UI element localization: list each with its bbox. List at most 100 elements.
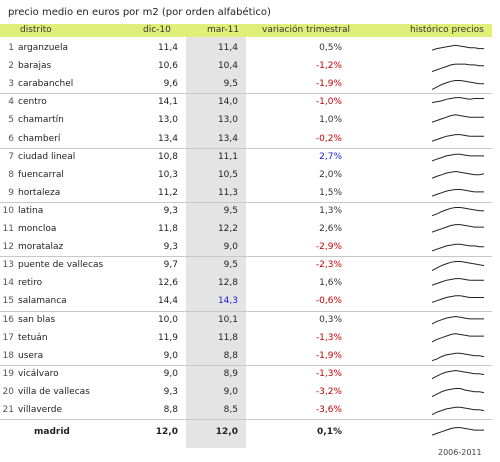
district-name: vicálvaro <box>18 368 59 379</box>
table-row: 8 fuencarral 10,3 10,5 2,0% <box>0 167 492 185</box>
row-number: 11 <box>2 224 14 234</box>
quarterly-change: -1,3% <box>315 368 342 379</box>
price-dic-10: 14,1 <box>157 97 178 108</box>
sparkline <box>432 170 484 179</box>
quarterly-change: -1,2% <box>315 61 342 72</box>
price-dic-10: 11,4 <box>157 43 178 53</box>
table-title: precio medio en euros por m2 (por orden … <box>8 7 271 18</box>
district-name: barajas <box>18 61 52 72</box>
district-name: retiro <box>18 278 43 289</box>
table-row: 10 latina 9,3 9,5 1,3% <box>0 203 492 221</box>
sparkline <box>432 278 484 286</box>
table-row: 7 ciudad lineal 10,8 11,1 2,7% <box>0 149 492 167</box>
quarterly-change: 2,0% <box>319 169 342 180</box>
table-row: 15 salamanca 14,4 14,3 -0,6% <box>0 293 492 311</box>
sparkline-path <box>432 243 484 252</box>
price-mar-11: 10,1 <box>217 314 238 325</box>
total-var: 0,1% <box>317 427 342 437</box>
quarterly-change: 0,3% <box>319 314 342 325</box>
district-name: centro <box>18 97 47 108</box>
sparkline <box>432 369 484 379</box>
sparkline <box>432 188 484 197</box>
quarterly-change: 1,5% <box>319 187 342 198</box>
sparkline <box>432 63 484 73</box>
row-number: 14 <box>2 278 14 289</box>
quarterly-change: 0,5% <box>319 43 342 53</box>
sparkline-path <box>432 278 484 286</box>
district-name: latina <box>18 205 44 216</box>
price-mar-11: 12,8 <box>217 278 238 289</box>
district-name: chamberí <box>18 133 61 144</box>
district-name: moratalaz <box>18 242 64 253</box>
sparkline <box>432 206 484 217</box>
district-name: ciudad lineal <box>18 151 76 162</box>
row-number: 5 <box>8 115 14 126</box>
row-separator <box>0 201 492 203</box>
sparkline-path <box>432 427 484 436</box>
price-mar-11: 8,9 <box>223 368 238 379</box>
district-name: usera <box>18 350 44 361</box>
sparkline-path <box>432 406 484 416</box>
sparkline <box>432 97 484 104</box>
row-number: 2 <box>8 61 14 72</box>
row-number: 4 <box>8 97 14 108</box>
price-mar-11: 14,3 <box>217 296 238 307</box>
header-distrito: distrito <box>20 25 52 35</box>
table-header: distrito dic-10 mar-11 variación trimest… <box>0 24 492 37</box>
period-label: 2006-2011 <box>438 448 482 457</box>
district-name: salamanca <box>18 296 67 307</box>
price-mar-11: 9,5 <box>223 205 238 216</box>
row-number: 20 <box>2 386 14 397</box>
row-number: 8 <box>8 169 14 180</box>
sparkline <box>432 295 484 304</box>
quarterly-change: 2,6% <box>319 224 342 234</box>
quarterly-change: -1,9% <box>315 350 342 361</box>
price-dic-10: 11,9 <box>157 332 178 343</box>
sparkline-path <box>432 224 484 233</box>
row-number: 3 <box>8 79 14 90</box>
row-number: 21 <box>2 405 14 415</box>
highlight-column-footer <box>186 430 246 448</box>
quarterly-change: -2,9% <box>315 242 342 253</box>
row-number: 12 <box>2 242 14 253</box>
price-dic-10: 13,4 <box>157 133 178 144</box>
price-dic-10: 9,0 <box>163 368 178 379</box>
table-row: 13 puente de vallecas 9,7 9,5 -2,3% <box>0 257 492 275</box>
sparkline <box>432 332 484 342</box>
price-dic-10: 8,8 <box>163 405 178 415</box>
price-mar-11: 10,4 <box>217 61 238 72</box>
table-row: 9 hortaleza 11,2 11,3 1,5% <box>0 185 492 203</box>
table-row: 21 villaverde 8,8 8,5 -3,6% <box>0 402 492 420</box>
header-mar: mar-11 <box>207 25 240 35</box>
sparkline <box>432 80 484 91</box>
price-dic-10: 10,0 <box>157 314 178 325</box>
sparkline-path <box>432 332 484 342</box>
price-dic-10: 9,3 <box>163 386 178 397</box>
sparkline <box>432 406 484 416</box>
sparkline-path <box>432 369 484 379</box>
sparkline-path <box>432 352 484 361</box>
table-row: 12 moratalaz 9,3 9,0 -2,9% <box>0 239 492 257</box>
row-number: 18 <box>2 350 14 361</box>
row-separator <box>0 419 492 421</box>
header-historico: histórico precios <box>410 25 484 35</box>
header-variacion: variación trimestral <box>262 25 351 35</box>
district-name: moncloa <box>18 224 57 234</box>
quarterly-change: 2,7% <box>319 151 342 162</box>
district-name: tetuán <box>18 332 48 343</box>
sparkline-path <box>432 387 484 398</box>
quarterly-change: -3,2% <box>315 386 342 397</box>
table-row: 2 barajas 10,6 10,4 -1,2% <box>0 58 492 76</box>
price-mar-11: 8,8 <box>223 350 238 361</box>
price-mar-11: 9,0 <box>223 242 238 253</box>
sparkline-path <box>432 261 484 272</box>
row-number: 19 <box>2 368 14 379</box>
row-number: 7 <box>8 151 14 162</box>
sparkline-path <box>432 295 484 304</box>
sparkline-path <box>432 315 484 324</box>
quarterly-change: 1,0% <box>319 115 342 126</box>
price-mar-11: 12,2 <box>217 224 238 234</box>
sparkline-path <box>432 153 484 161</box>
quarterly-change: -1,9% <box>315 79 342 90</box>
sparkline <box>432 114 484 124</box>
